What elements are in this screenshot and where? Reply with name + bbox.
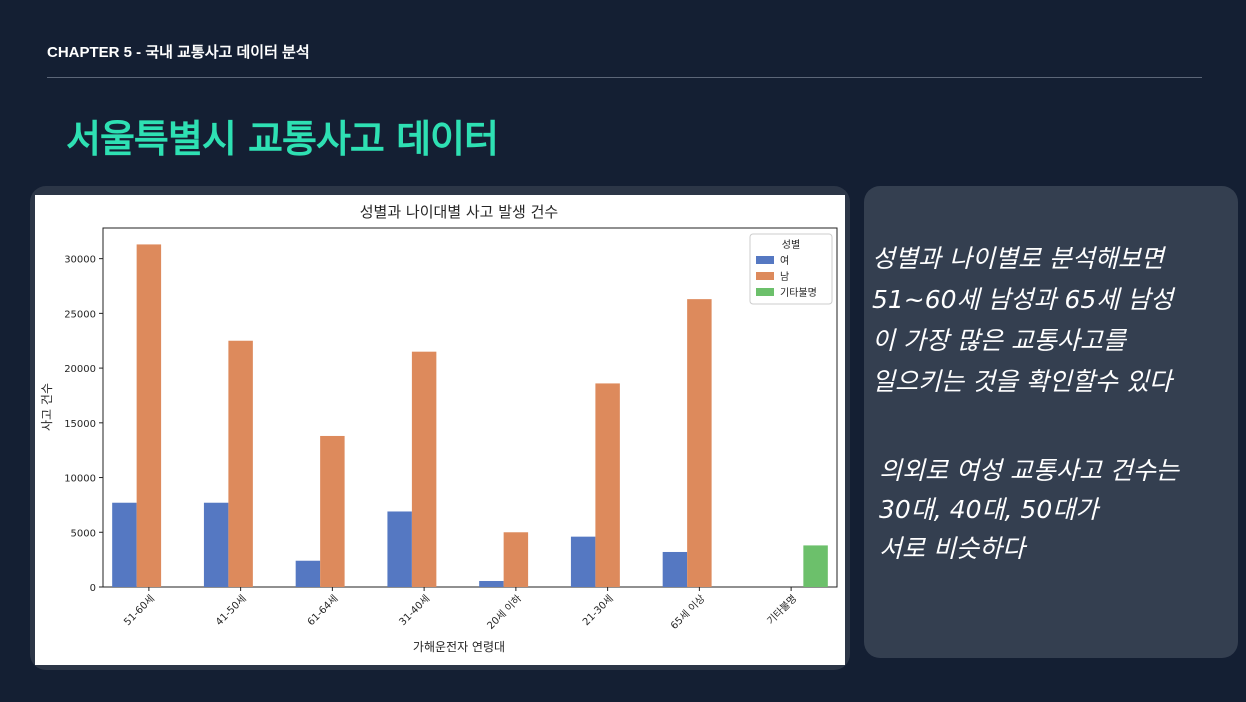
- x-tick-label: 20세 이하: [484, 592, 524, 632]
- bar-남-41-50세: [228, 340, 253, 587]
- bar-남-21-30세: [595, 383, 620, 587]
- legend-swatch: [756, 256, 774, 264]
- analysis-note-1: 성별과 나이별로 분석해보면 51~60세 남성과 65세 남성 이 가장 많은…: [872, 244, 1174, 396]
- bar-기타불명-기타불명: [803, 545, 828, 587]
- bar-chart: 성별과 나이대별 사고 발생 건수 가해운전자 연령대 사고 건수 0 5000 1…: [40, 203, 838, 654]
- x-tick-label: 41-50세: [213, 593, 249, 629]
- plot-frame: [102, 227, 838, 588]
- x-axis-label: 가해운전자 연령대: [413, 640, 505, 654]
- legend-label: 남: [780, 271, 789, 283]
- x-tick-label: 61-64세: [305, 593, 341, 629]
- legend-label: 여: [780, 255, 789, 267]
- y-tick-label: 15000: [64, 419, 96, 430]
- notes-card: 성별과 나이별로 분석해보면 51~60세 남성과 65세 남성 이 가장 많은…: [864, 186, 1238, 658]
- page-title: 서울특별시 교통사고 데이터: [66, 117, 499, 161]
- bar-남-20세 이하: [503, 532, 529, 587]
- analysis-note-2: 의외로 여성 교통사고 건수는 30대, 40대, 50대가 서로 비슷하다: [879, 456, 1179, 563]
- bar-여-21-30세: [570, 536, 596, 587]
- x-tick-label: 65세 이상: [668, 593, 707, 632]
- y-axis-label: 사고 건수: [40, 383, 54, 431]
- legend-title: 성별: [782, 239, 800, 251]
- y-tick-label: 0: [90, 583, 96, 594]
- y-tick-label: 5000: [71, 528, 96, 539]
- y-tick-label: 10000: [64, 474, 96, 485]
- y-tick-label: 25000: [64, 309, 96, 320]
- legend-label: 기타불명: [780, 287, 817, 299]
- x-tick-label: 31-40세: [397, 593, 433, 629]
- x-tick-label: 기타불명: [765, 593, 800, 628]
- bar-남-65세 이상: [687, 299, 712, 587]
- x-tick-label: 21-30세: [580, 593, 616, 629]
- bar-남-31-40세: [411, 351, 437, 587]
- y-tick-label: 30000: [64, 255, 96, 266]
- bar-여-41-50세: [203, 502, 229, 587]
- y-tick-label: 20000: [64, 364, 96, 375]
- legend-swatch: [756, 288, 774, 296]
- x-tick-label: 51-60세: [121, 593, 157, 629]
- chart-card: 성별과 나이대별 사고 발생 건수 가해운전자 연령대 사고 건수 0 5000 1…: [30, 186, 850, 670]
- chart-title: 성별과 나이대별 사고 발생 건수: [360, 203, 558, 221]
- legend-swatch: [756, 272, 774, 280]
- bar-남-61-64세: [320, 435, 345, 587]
- bar-여-51-60세: [112, 502, 137, 587]
- bar-여-31-40세: [387, 511, 412, 587]
- chart-panel: 성별과 나이대별 사고 발생 건수 가해운전자 연령대 사고 건수 0 5000 1…: [35, 195, 845, 665]
- chapter-heading: CHAPTER 5 - 국내 교통사고 데이터 분석: [47, 44, 310, 61]
- bar-남-51-60세: [136, 244, 162, 588]
- bar-여-65세 이상: [662, 551, 688, 587]
- bar-여-20세 이하: [479, 580, 504, 587]
- legend-box: [749, 233, 833, 305]
- header-divider: [47, 77, 1202, 78]
- bar-여-61-64세: [295, 560, 321, 587]
